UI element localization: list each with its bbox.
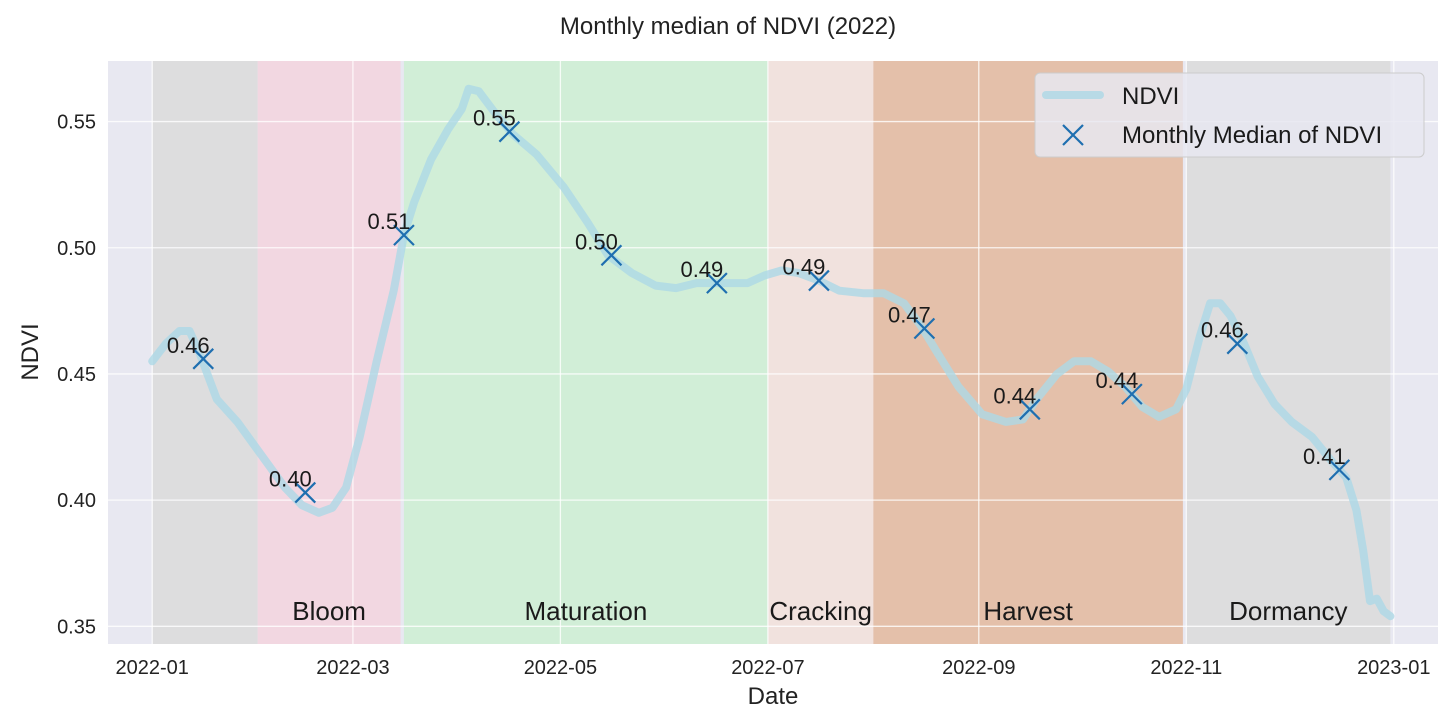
season-band <box>152 61 258 644</box>
median-point-stroke <box>808 269 830 292</box>
median-point <box>1121 383 1143 405</box>
legend: NDVI Monthly Median of NDVI <box>1034 72 1425 158</box>
x-tick-label: 2022-01 <box>116 657 189 679</box>
median-point <box>1328 459 1351 481</box>
x-tick-label: 2022-09 <box>942 657 1015 679</box>
median-point-stroke <box>1226 332 1249 355</box>
legend-median-label: Monthly Median of NDVI <box>1122 122 1382 149</box>
season-band <box>1186 61 1391 644</box>
median-data-label: 0.55 <box>473 106 516 131</box>
median-point <box>706 272 728 294</box>
x-tick-label: 2022-07 <box>731 657 804 679</box>
axis-ticks: 2022-01 2022-03 2022-05 2022-07 2022-09 2022-… <box>57 112 1430 679</box>
y-tick-label: 0.40 <box>57 490 96 512</box>
median-point <box>808 269 830 292</box>
y-tick-label: 0.45 <box>57 364 96 386</box>
ndvi-line-layer <box>148 84 1395 621</box>
median-data-label: 0.47 <box>888 303 931 328</box>
median-point <box>913 317 936 340</box>
median-data-label: 0.40 <box>269 467 312 492</box>
median-point-stroke <box>294 481 317 504</box>
median-data-label: 0.46 <box>1201 318 1244 343</box>
season-band <box>767 61 874 644</box>
x-tick-label: 2023-01 <box>1357 657 1430 679</box>
legend-box <box>1034 72 1425 158</box>
chart-title: Monthly median of NDVI (2022) <box>560 13 896 40</box>
y-axis-label: NDVI <box>17 323 44 380</box>
legend-ndvi-label: NDVI <box>1122 83 1179 110</box>
median-point-stroke <box>706 272 728 294</box>
y-tick-label: 0.35 <box>57 616 96 638</box>
median-point-stroke <box>600 244 623 267</box>
season-label: Cracking <box>769 596 872 626</box>
legend-x-marker-icon <box>1062 124 1084 146</box>
median-point <box>1226 332 1249 355</box>
median-point-stroke <box>498 120 521 143</box>
y-tick-label: 0.55 <box>57 112 96 134</box>
grid-lines <box>108 61 1438 644</box>
median-data-label: 0.46 <box>167 333 210 358</box>
median-point-stroke <box>1019 398 1041 421</box>
season-labels: Bloom Maturation Cracking Harvest Dormancy <box>292 596 1347 626</box>
x-tick-label: 2022-03 <box>316 657 389 679</box>
ndvi-series-line <box>148 84 1395 621</box>
median-point <box>393 224 415 246</box>
x-tick-label: 2022-05 <box>524 657 597 679</box>
season-band <box>403 61 768 644</box>
season-label: Dormancy <box>1229 596 1347 626</box>
median-data-label: 0.41 <box>1303 444 1346 469</box>
median-point-stroke <box>1121 383 1143 405</box>
median-point <box>192 348 215 370</box>
season-bands <box>152 61 1391 644</box>
median-data-label: 0.51 <box>368 209 411 234</box>
median-point-stroke <box>1328 459 1351 481</box>
median-point <box>294 481 317 504</box>
median-markers: 0.46 0.40 0.51 0.55 0.50 0.49 0.49 0.47 0.44 0.44… <box>167 106 1351 504</box>
x-tick-label: 2022-11 <box>1150 657 1222 679</box>
median-data-label: 0.44 <box>993 383 1036 408</box>
median-point <box>600 244 623 267</box>
median-data-label: 0.49 <box>680 257 723 282</box>
y-tick-label: 0.50 <box>57 238 96 260</box>
median-point <box>1019 398 1041 421</box>
median-data-label: 0.50 <box>575 229 618 254</box>
median-point-stroke <box>393 224 415 246</box>
median-point <box>498 120 521 143</box>
median-data-label: 0.49 <box>783 255 826 280</box>
season-band <box>873 61 1183 644</box>
season-label: Harvest <box>983 596 1073 626</box>
x-axis-label: Date <box>748 683 799 710</box>
median-data-label: 0.44 <box>1095 368 1138 393</box>
season-label: Bloom <box>292 596 366 626</box>
season-label: Maturation <box>524 596 647 626</box>
median-point-stroke <box>192 348 215 370</box>
median-point-stroke <box>913 317 936 340</box>
